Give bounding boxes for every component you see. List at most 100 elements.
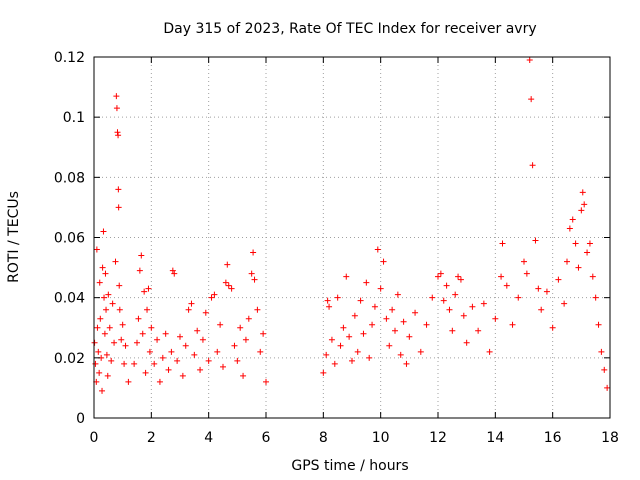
data-point	[564, 258, 570, 265]
data-point	[394, 291, 401, 298]
data-point	[423, 321, 430, 328]
data-point	[366, 354, 373, 361]
data-point	[429, 294, 436, 301]
data-point	[575, 264, 582, 271]
data-point	[131, 360, 138, 367]
data-point	[397, 351, 404, 358]
data-point	[118, 336, 125, 343]
data-point	[254, 306, 261, 313]
data-point	[101, 330, 108, 337]
data-point	[135, 315, 142, 322]
data-point	[217, 321, 224, 328]
data-point	[242, 336, 249, 343]
x-tick-label: 10	[372, 430, 390, 446]
data-point	[111, 339, 118, 346]
data-point	[334, 294, 341, 301]
y-tick-label: 0.12	[54, 50, 85, 66]
data-point	[171, 270, 178, 277]
data-point	[194, 327, 201, 334]
y-tick-label: 0.06	[54, 231, 85, 247]
data-point	[96, 279, 103, 286]
data-point	[328, 336, 335, 343]
data-point	[498, 273, 505, 280]
data-point	[136, 267, 143, 274]
x-tick-label: 4	[204, 430, 213, 446]
data-point	[377, 285, 384, 292]
data-point	[101, 294, 108, 301]
data-point	[145, 285, 152, 292]
data-point	[151, 360, 158, 367]
data-point	[96, 369, 103, 376]
data-point	[455, 273, 462, 280]
data-point	[579, 189, 586, 196]
data-point	[486, 348, 493, 355]
data-point	[169, 267, 176, 274]
grid	[94, 57, 610, 418]
data-point	[437, 270, 444, 277]
data-point	[595, 321, 602, 328]
chart-title: Day 315 of 2023, Rate Of TEC Index for r…	[163, 21, 536, 37]
data-point	[106, 324, 113, 331]
data-point	[188, 300, 195, 307]
data-point	[331, 360, 338, 367]
data-point	[142, 369, 149, 376]
data-points	[91, 57, 611, 394]
data-point	[94, 324, 101, 331]
data-point	[177, 333, 183, 340]
data-point	[412, 309, 419, 316]
data-point	[561, 300, 568, 307]
data-point	[555, 276, 562, 283]
data-point	[440, 297, 447, 304]
data-point	[234, 357, 241, 364]
data-point	[323, 351, 330, 358]
data-point	[578, 207, 585, 214]
data-point	[592, 294, 599, 301]
data-point	[179, 372, 186, 379]
data-point	[168, 348, 175, 355]
data-point	[526, 57, 533, 64]
data-point	[99, 387, 106, 394]
data-point	[380, 258, 387, 265]
data-point	[509, 321, 516, 328]
data-point	[199, 336, 206, 343]
data-point	[320, 369, 327, 376]
data-point	[263, 378, 269, 385]
data-point	[104, 372, 111, 379]
data-point	[148, 324, 155, 331]
y-axis-label: ROTI / TECUs	[6, 191, 22, 283]
data-point	[182, 342, 189, 349]
data-point	[109, 300, 116, 307]
data-point	[389, 306, 396, 313]
data-point	[103, 351, 110, 358]
x-tick-label: 8	[319, 430, 328, 446]
data-point	[417, 348, 424, 355]
data-point	[260, 330, 267, 337]
data-point	[225, 282, 232, 289]
plot-frame	[93, 56, 611, 419]
y-tick-label: 0.02	[54, 351, 85, 367]
data-point	[146, 348, 153, 355]
x-tick-label: 6	[262, 430, 271, 446]
data-point	[566, 225, 573, 232]
data-point	[354, 348, 361, 355]
data-point	[165, 366, 172, 373]
data-point	[237, 324, 244, 331]
data-point	[584, 249, 591, 256]
data-point	[528, 96, 535, 103]
data-point	[480, 300, 487, 307]
data-point	[211, 291, 218, 298]
data-point	[340, 324, 347, 331]
x-tick-label: 0	[90, 430, 99, 446]
data-point	[185, 306, 192, 313]
data-point	[95, 348, 102, 355]
data-point	[374, 246, 381, 253]
data-point	[346, 333, 353, 340]
data-point	[202, 309, 209, 316]
x-axis-label: GPS time / hours	[291, 458, 408, 474]
data-point	[532, 237, 539, 244]
data-point	[115, 132, 122, 139]
data-point	[435, 273, 441, 280]
data-point	[452, 291, 459, 298]
data-point	[535, 285, 542, 292]
data-point	[102, 270, 109, 277]
